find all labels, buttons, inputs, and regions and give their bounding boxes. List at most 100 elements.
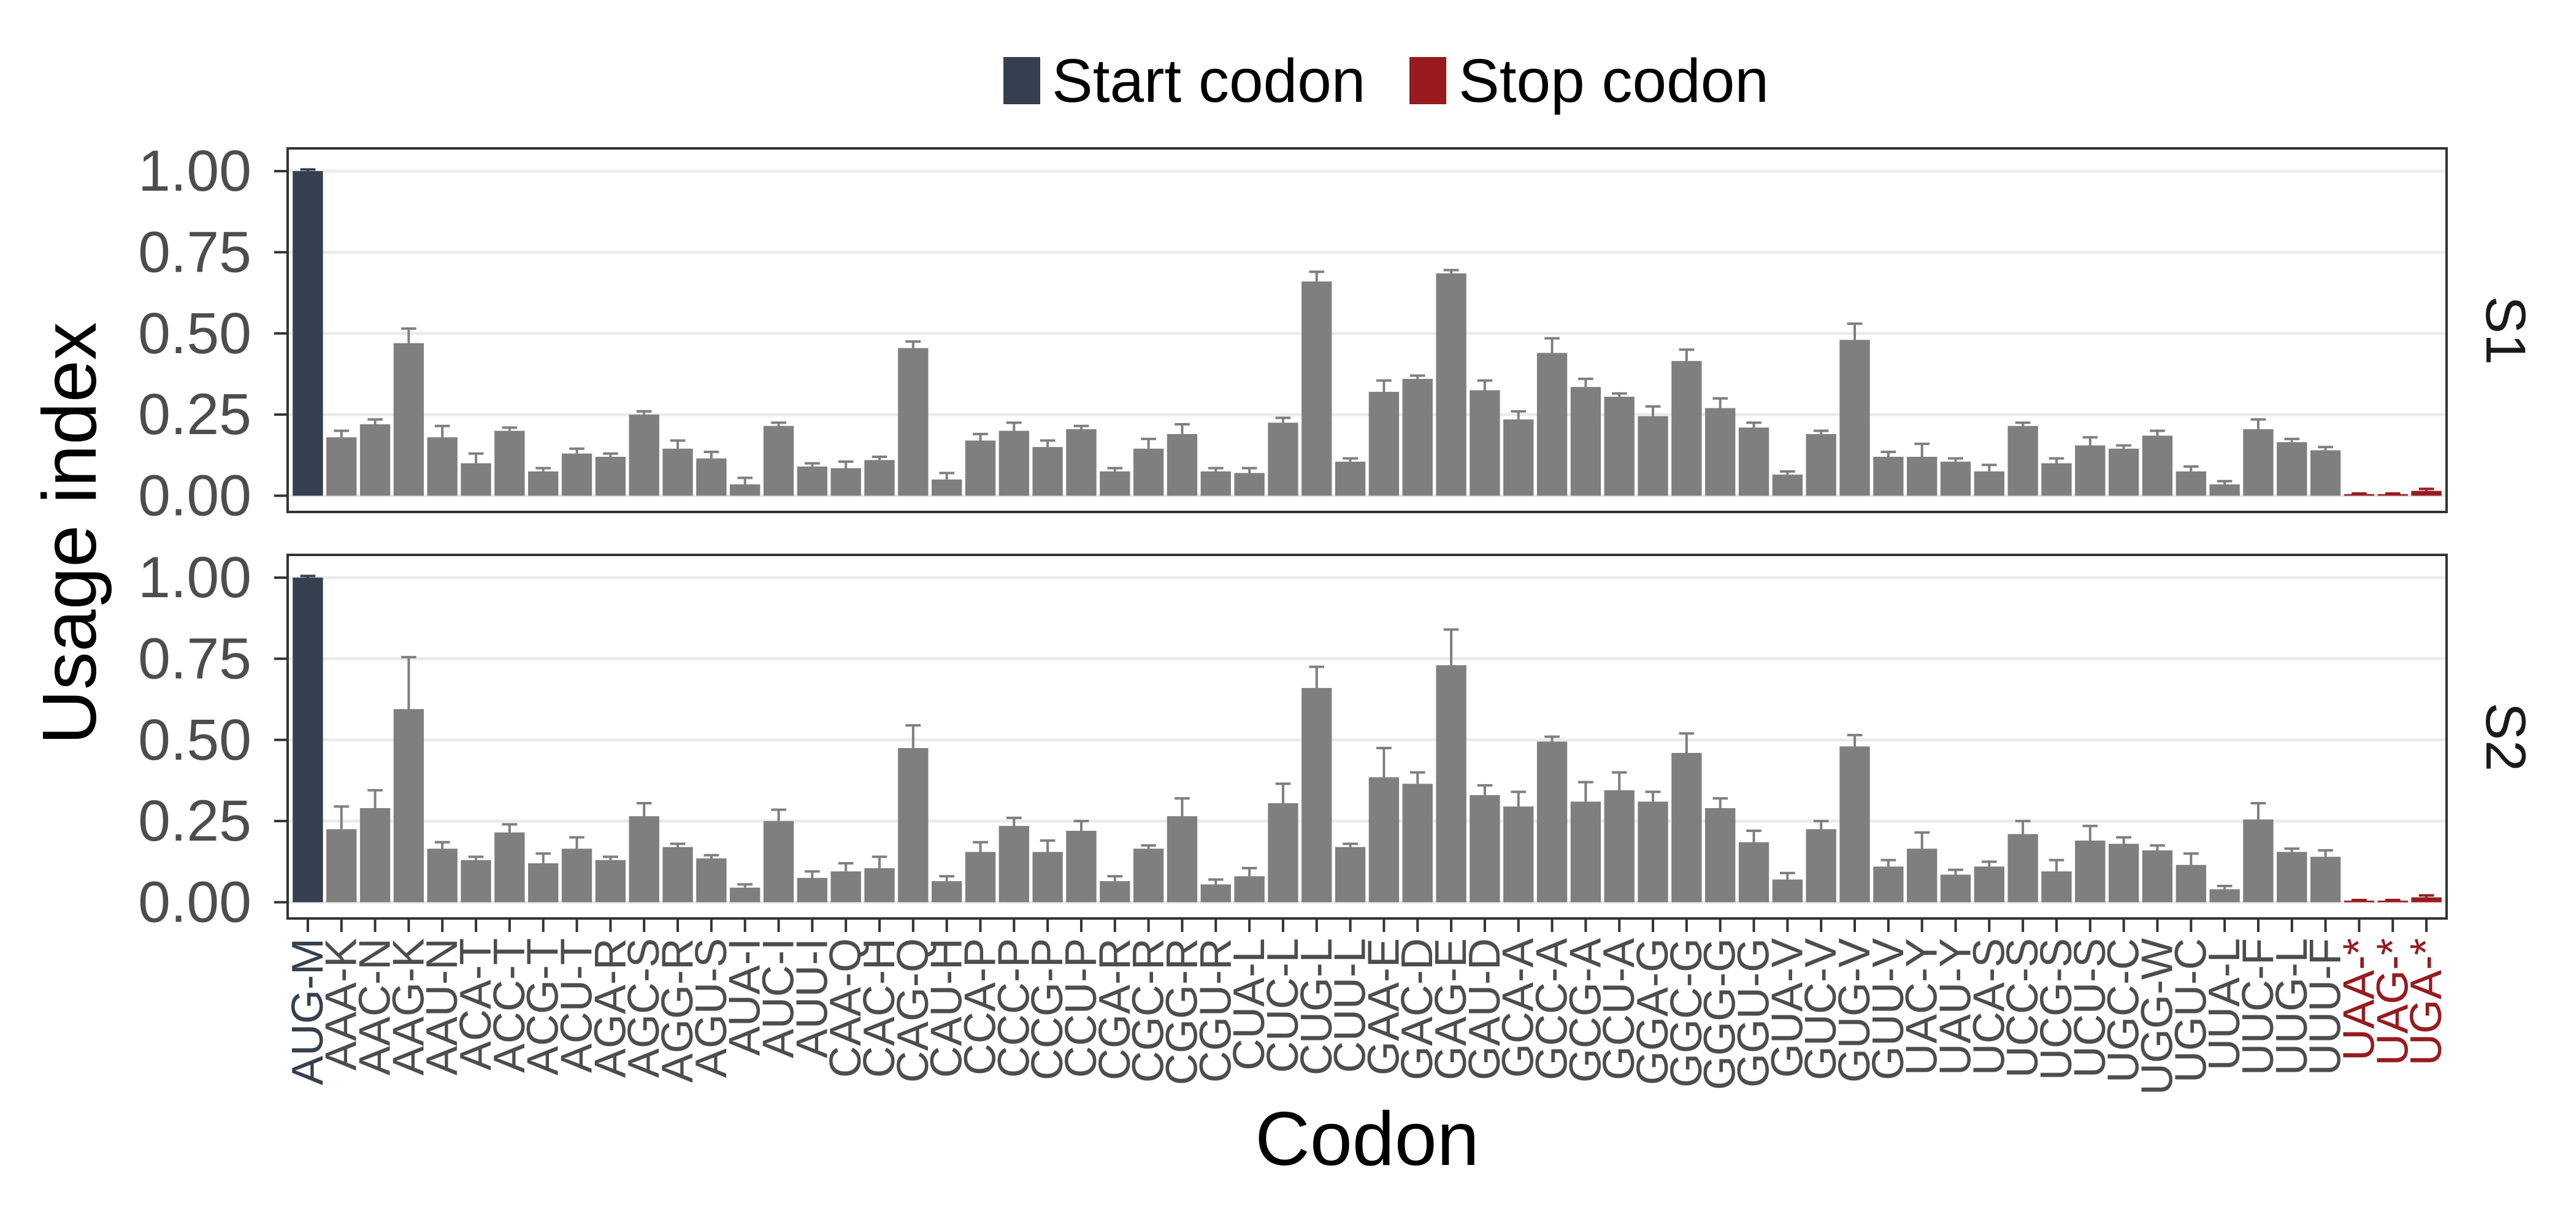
bar-s2-acg-t (528, 863, 559, 903)
error-bar-s1-aug-m (300, 168, 316, 172)
bar-s1-gug-v (1839, 340, 1870, 496)
error-bar-s2-uau-y (1948, 868, 1963, 875)
bar-s1-ugg-w (2142, 435, 2173, 496)
bar-s1-ggc-g (1671, 361, 1702, 496)
error-bar-s2-agg-r (670, 842, 686, 847)
error-bar-s2-gcu-a (1611, 771, 1627, 790)
bar-s2-guu-v (1873, 866, 1904, 903)
error-bar-s2-aag-k (401, 655, 416, 709)
x-tick-label-auu-i: AUU-I (788, 938, 837, 1058)
x-tick-label-acc-t: ACC-T (485, 938, 534, 1073)
y-tick-label-s2-0-50: 0.50 (138, 708, 251, 773)
error-bar-s2-cug-l (1309, 665, 1325, 689)
error-bar-s2-aau-n (434, 841, 450, 849)
bar-s1-gag-e (1436, 273, 1466, 496)
bar-s1-gcc-a (1536, 353, 1568, 496)
bar-s2-agu-s (696, 858, 727, 903)
error-bar-s2-gua-v (1780, 871, 1795, 880)
error-bar-s1-ucc-s (2015, 421, 2031, 426)
x-tick-label-cga-r: CGA-R (1091, 938, 1140, 1080)
error-bar-s1-aaa-k (334, 429, 350, 438)
bar-s2-ugu-c (2175, 865, 2206, 903)
error-bar-s1-guu-v (1880, 451, 1896, 457)
bar-s1-aca-t (461, 463, 491, 496)
bar-s1-cgg-r (1167, 433, 1198, 496)
bar-s1-ucg-s (2041, 463, 2072, 496)
error-bar-s2-uuu-f (2318, 849, 2333, 857)
bar-s1-ugu-c (2175, 471, 2206, 496)
error-bar-s2-ggu-g (1746, 830, 1761, 842)
bar-s2-aac-n (359, 807, 391, 903)
x-tick-label-cgc-r: CGC-R (1124, 938, 1173, 1083)
error-bar-s1-cag-q (905, 340, 921, 348)
error-bar-s1-gug-v (1847, 322, 1863, 340)
x-tick-label-ccu-p: CCU-P (1057, 938, 1106, 1078)
error-bar-s2-uag-stop (2385, 898, 2401, 901)
error-bar-s1-uga-stop (2418, 487, 2434, 491)
bar-s1-cau-h (931, 479, 962, 496)
error-bar-s1-aca-t (468, 452, 484, 464)
bar-s1-uuc-f (2243, 429, 2274, 496)
x-tick-label-uuu-f: UUU-F (2301, 938, 2350, 1075)
error-bar-s1-gac-d (1409, 374, 1425, 379)
bar-s1-cuu-l (1335, 461, 1366, 496)
bar-s1-uga-stop (2411, 491, 2442, 496)
x-tick-label-ucg-s: UCG-S (2032, 938, 2081, 1080)
error-bar-s1-aua-i (737, 476, 753, 484)
x-tick-label-uac-y: UAC-Y (1898, 938, 1947, 1075)
error-bar-s2-ugg-w (2150, 844, 2165, 850)
error-bar-s1-gcc-a (1544, 337, 1560, 353)
bar-s1-ggg-g (1705, 408, 1736, 496)
error-bar-s1-cac-h (872, 455, 887, 460)
x-tick-label-uug-l: UUG-L (2267, 938, 2317, 1075)
y-tick-label-s2-0-00: 0.00 (138, 870, 251, 935)
bar-s1-aag-k (393, 343, 424, 496)
bar-s1-cag-q (898, 348, 929, 496)
error-bar-s1-ugg-w (2150, 429, 2165, 436)
x-tick-label-ggc-g: GGC-G (1662, 938, 1711, 1088)
bar-s1-gcg-a (1570, 387, 1601, 496)
bar-s1-ccu-p (1066, 429, 1097, 496)
x-tick-label-gcc-a: GCC-A (1528, 938, 1577, 1080)
bar-s2-agc-s (629, 816, 659, 903)
x-tick-label-ccg-p: CCG-P (1023, 938, 1072, 1080)
x-tick-label-uau-y: UAU-Y (1931, 938, 1980, 1075)
error-bar-s2-gca-a (1511, 790, 1527, 807)
error-bar-s1-cga-r (1107, 467, 1123, 471)
bar-s2-ucg-s (2041, 871, 2072, 903)
bar-s2-ucu-s (2075, 840, 2106, 903)
x-tick-label-ucu-s: UCU-S (2066, 938, 2115, 1078)
error-bar-s1-uuu-f (2318, 446, 2333, 451)
bar-s1-auu-i (797, 466, 827, 496)
x-tick-label-aua-i: AUA-I (721, 938, 770, 1056)
bar-s1-uag-stop (2377, 494, 2408, 496)
bar-s2-cag-q (898, 748, 929, 903)
error-bar-s1-cgu-r (1208, 467, 1224, 471)
bar-s1-uua-l (2209, 484, 2240, 496)
x-tick-label-caa-q: CAA-Q (821, 938, 870, 1078)
x-axis-title: Codon (1255, 1097, 1479, 1182)
error-bar-s2-uaa-stop (2352, 898, 2367, 901)
bar-s1-agg-r (662, 448, 693, 496)
bar-s1-aga-r (595, 456, 626, 496)
bar-s1-ccg-p (1032, 447, 1063, 496)
error-bar-s1-uac-y (1914, 442, 1930, 457)
error-bar-s2-acu-t (569, 836, 585, 849)
bar-s2-gcg-a (1570, 801, 1601, 903)
error-bar-s2-aua-i (737, 883, 753, 888)
error-bar-s2-agu-s (703, 853, 719, 859)
error-bar-s2-gag-e (1443, 628, 1459, 666)
bar-s2-aaa-k (326, 829, 357, 903)
x-axis: AUG-MAAA-KAAC-NAAG-KAAU-NACA-TACC-TACG-T… (283, 918, 2451, 1095)
x-tick-label-uua-l: UUA-L (2200, 938, 2249, 1071)
bar-s2-uuu-f (2310, 857, 2341, 903)
error-bar-s2-ugc-c (2116, 836, 2131, 844)
error-bar-s2-cag-q (905, 723, 921, 749)
bar-s1-agu-s (696, 458, 727, 496)
bar-s1-ucc-s (2007, 426, 2038, 496)
x-tick-label-aca-t: ACA-T (451, 938, 500, 1071)
error-bar-s2-guc-v (1813, 820, 1829, 830)
error-bar-s1-auu-i (804, 462, 820, 467)
x-tick-label-ugg-w: UGG-W (2133, 938, 2182, 1095)
